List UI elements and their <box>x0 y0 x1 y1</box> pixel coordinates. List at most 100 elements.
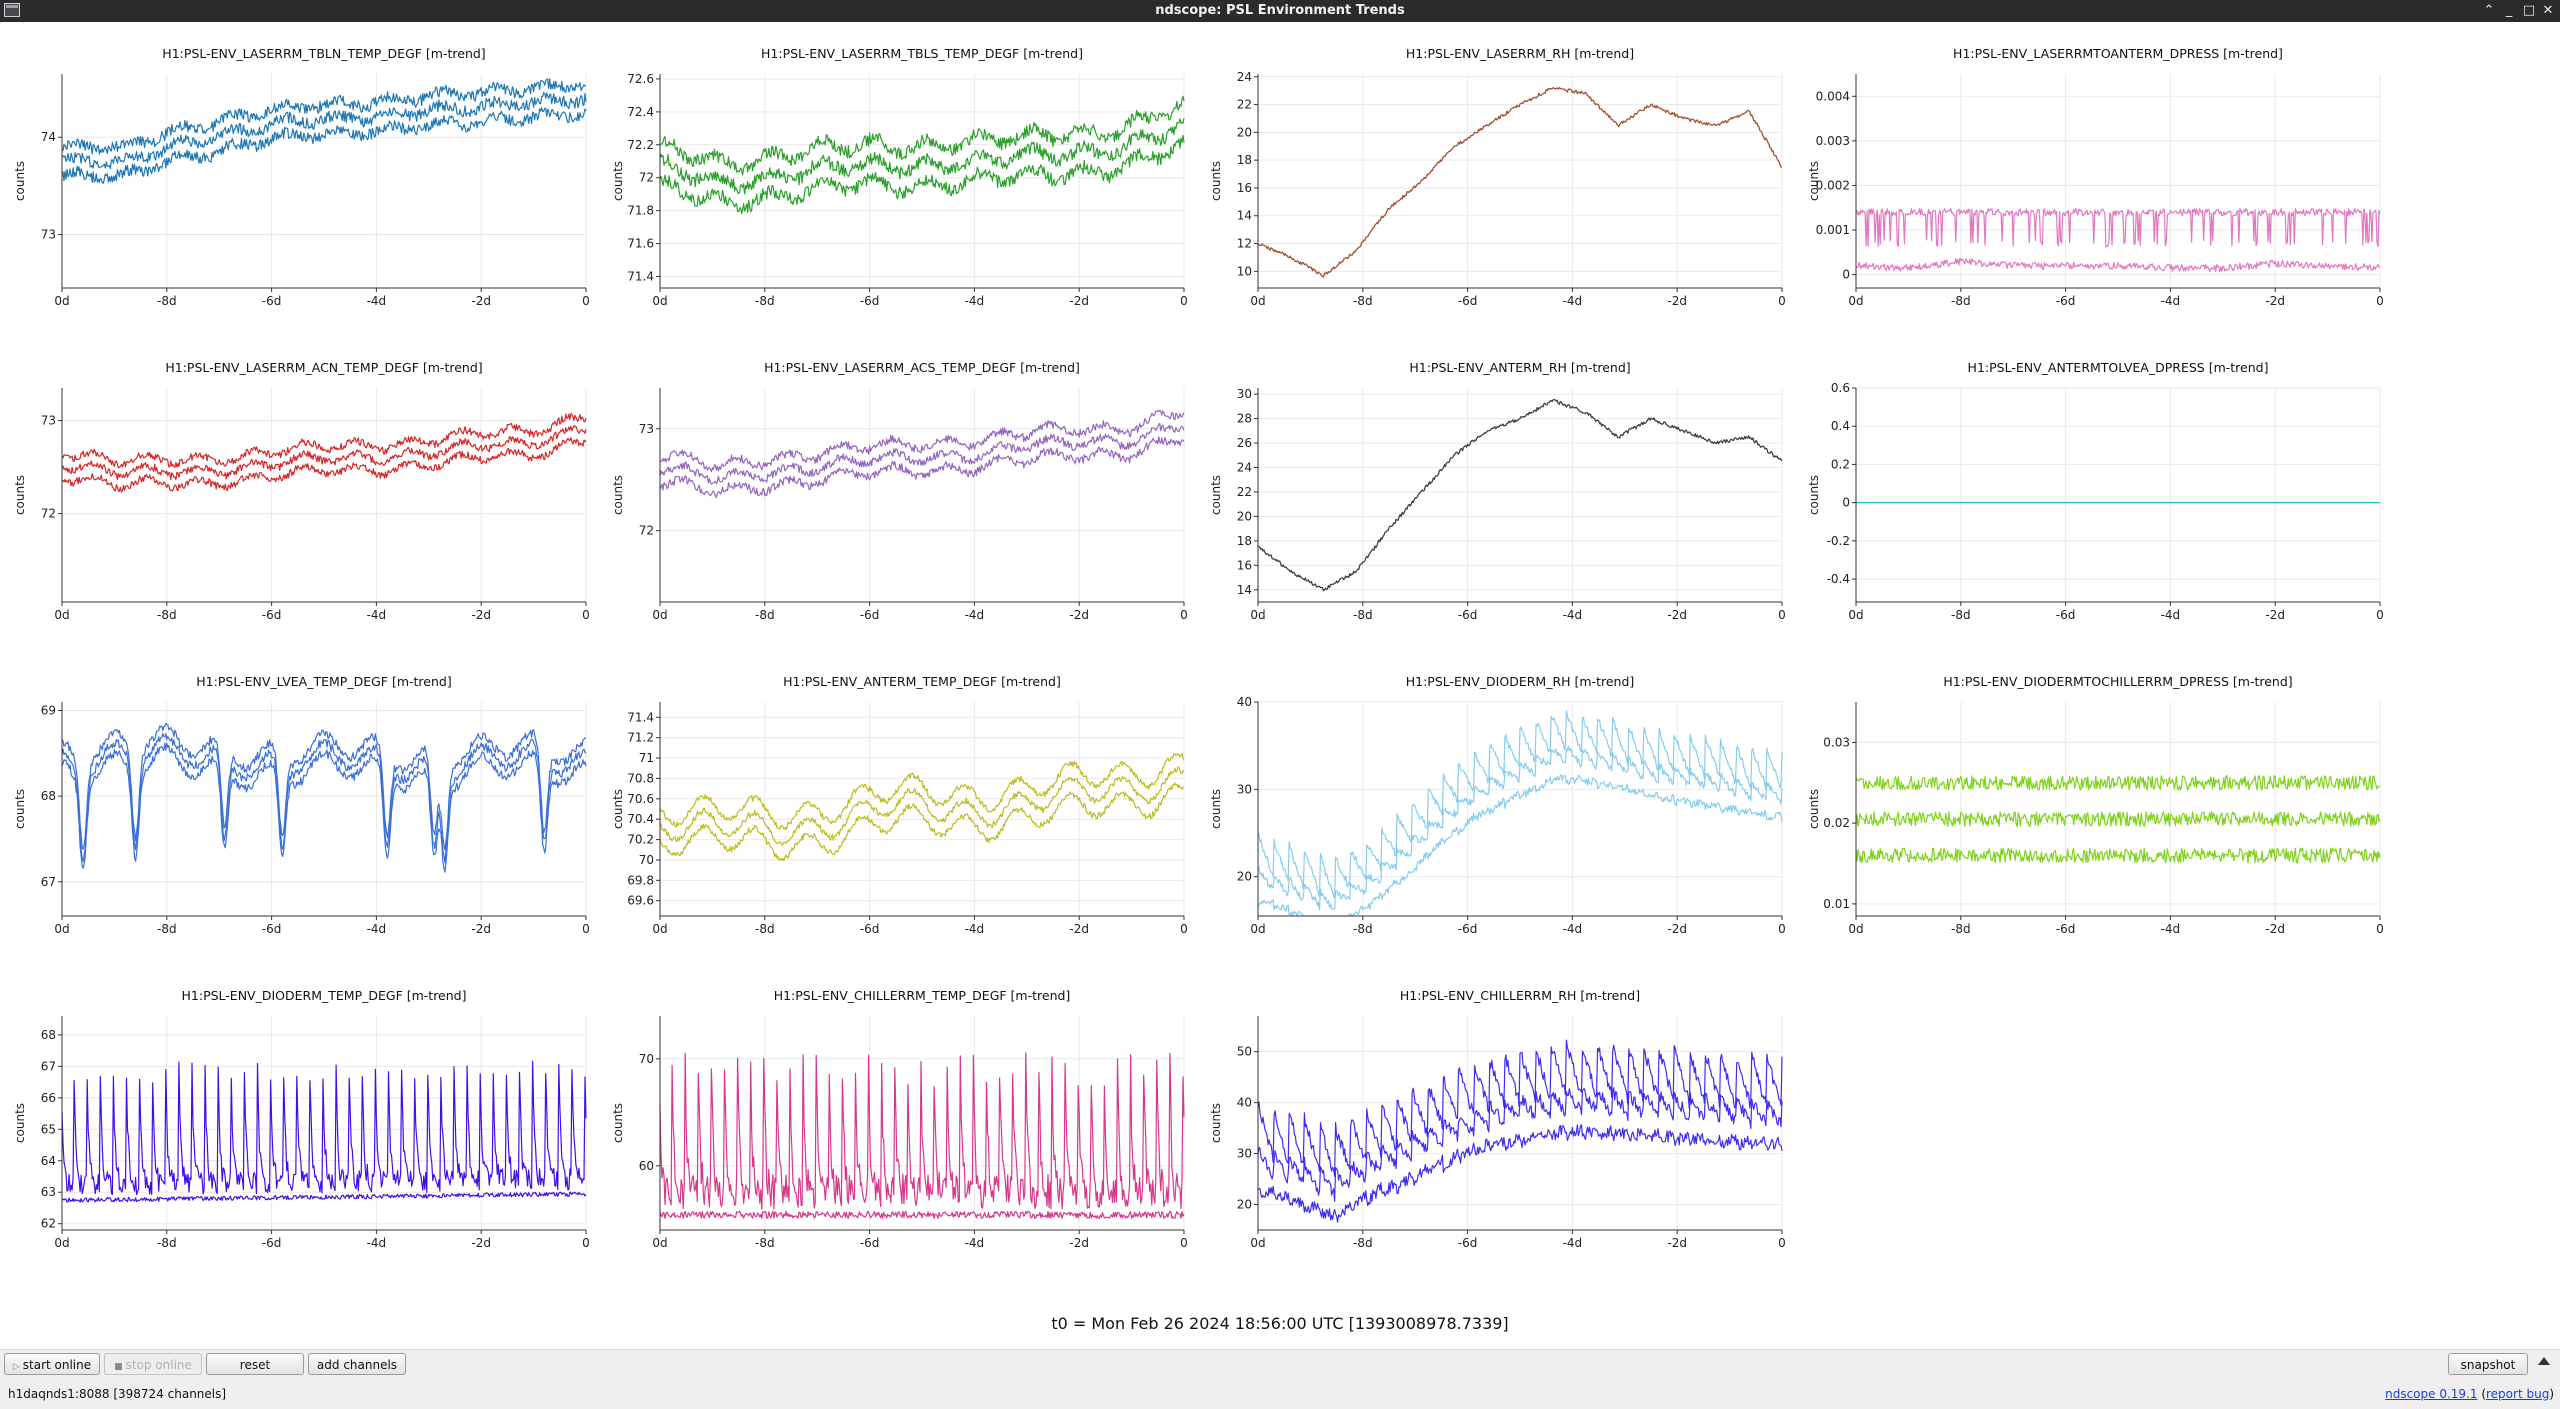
y-axis-label: counts <box>1807 475 1821 515</box>
plot-svg[interactable]: H1:PSL-ENV_LASERRM_TBLS_TEMP_DEGF [m-tre… <box>598 30 1196 344</box>
y-tick-label: 28 <box>1237 412 1252 426</box>
trend-plot-2[interactable]: H1:PSL-ENV_LASERRM_TBLS_TEMP_DEGF [m-tre… <box>598 30 1196 344</box>
plot-grid-lines <box>659 74 1185 288</box>
plot-grid-lines <box>1855 387 2381 602</box>
plot-svg[interactable]: H1:PSL-ENV_ANTERMTOLVEA_DPRESS [m-trend]… <box>1794 344 2392 658</box>
trend-data <box>659 1052 1185 1219</box>
trend-plot-8[interactable]: H1:PSL-ENV_ANTERMTOLVEA_DPRESS [m-trend]… <box>1794 344 2392 658</box>
x-tick-label: 0d <box>652 294 667 308</box>
start-online-button[interactable]: ▷ start online <box>4 1353 100 1375</box>
trend-data <box>1257 710 1783 917</box>
trend-data <box>61 722 587 873</box>
report-bug-link[interactable]: report bug <box>2486 1387 2550 1401</box>
plot-svg[interactable]: H1:PSL-ENV_LVEA_TEMP_DEGF [m-trend] 67 68 6… <box>0 658 598 972</box>
x-tick-label: -4d <box>965 1236 985 1250</box>
plot-axes <box>659 1016 1184 1231</box>
plot-svg[interactable]: H1:PSL-ENV_LASERRM_TBLN_TEMP_DEGF [m-tre… <box>0 30 598 344</box>
trend-plot-5[interactable]: H1:PSL-ENV_LASERRM_ACN_TEMP_DEGF [m-tren… <box>0 344 598 658</box>
y-tick-label: 20 <box>1237 125 1252 139</box>
y-tick-label: 71.4 <box>627 269 654 283</box>
y-tick-label: 20 <box>1237 1198 1252 1212</box>
reset-button[interactable]: reset <box>206 1353 304 1375</box>
trend-plot-6[interactable]: H1:PSL-ENV_LASERRM_ACS_TEMP_DEGF [m-tren… <box>598 344 1196 658</box>
x-tick-label: 0d <box>54 1236 69 1250</box>
x-tick-label: -2d <box>1069 608 1089 622</box>
y-axis-label: counts <box>611 1103 625 1143</box>
trend-series-line <box>659 752 1185 831</box>
y-tick-label: 68 <box>41 789 56 803</box>
plot-svg[interactable]: H1:PSL-ENV_LASERRM_RH [m-trend] 10 12 14 16 1… <box>1196 30 1794 344</box>
x-tick-label: -6d <box>262 1236 282 1250</box>
x-tick-label: 0d <box>1848 294 1863 308</box>
x-tick-label: 0 <box>2376 608 2384 622</box>
y-tick-label: 70.4 <box>627 812 654 826</box>
plot-svg[interactable]: H1:PSL-ENV_CHILLERRM_TEMP_DEGF [m-trend]… <box>598 972 1196 1286</box>
keep-above-icon[interactable]: ⌃ <box>2483 3 2495 18</box>
y-axis-label: counts <box>1209 475 1223 515</box>
plot-grid-lines <box>1257 388 1783 602</box>
minimize-button[interactable]: _ <box>2505 3 2513 18</box>
trend-plot-11[interactable]: H1:PSL-ENV_DIODERM_RH [m-trend] 20 30 40 0d -… <box>1196 658 1794 972</box>
trend-data <box>659 752 1185 862</box>
x-tick-label: 0 <box>582 608 590 622</box>
plot-grid[interactable]: H1:PSL-ENV_LASERRM_TBLN_TEMP_DEGF [m-tre… <box>0 22 2560 1322</box>
plot-svg[interactable]: H1:PSL-ENV_CHILLERRM_RH [m-trend] 20 30 40 5… <box>1196 972 1794 1286</box>
control-bar: ▷ start online ■ stop online reset add cha… <box>0 1349 2560 1380</box>
x-tick-label: -6d <box>262 922 282 936</box>
add-channels-button[interactable]: add channels <box>308 1353 406 1375</box>
trend-data <box>1257 1039 1783 1223</box>
x-tick-label: -6d <box>1458 922 1478 936</box>
plot-axes <box>1855 74 2380 289</box>
x-tick-label: -6d <box>860 294 880 308</box>
y-tick-label: 70.6 <box>627 792 654 806</box>
plot-svg[interactable]: H1:PSL-ENV_DIODERM_RH [m-trend] 20 30 40 0d -… <box>1196 658 1794 972</box>
y-tick-label: 12 <box>1237 237 1252 251</box>
x-tick-label: 0 <box>1180 294 1188 308</box>
x-tick-label: -8d <box>755 608 775 622</box>
plot-svg[interactable]: H1:PSL-ENV_ANTERM_TEMP_DEGF [m-trend] 69.… <box>598 658 1196 972</box>
y-axis-label: counts <box>1209 1103 1223 1143</box>
y-tick-label: 16 <box>1237 181 1252 195</box>
stop-online-button[interactable]: ■ stop online <box>104 1353 202 1375</box>
plot-axes <box>61 388 586 603</box>
trend-plot-13[interactable]: H1:PSL-ENV_DIODERM_TEMP_DEGF [m-trend] 62… <box>0 972 598 1286</box>
trend-series-line <box>659 766 1185 846</box>
trend-plot-9[interactable]: H1:PSL-ENV_LVEA_TEMP_DEGF [m-trend] 67 68 6… <box>0 658 598 972</box>
trend-plot-1[interactable]: H1:PSL-ENV_LASERRM_TBLN_TEMP_DEGF [m-tre… <box>0 30 598 344</box>
trend-plot-15[interactable]: H1:PSL-ENV_CHILLERRM_RH [m-trend] 20 30 40 5… <box>1196 972 1794 1286</box>
y-tick-label: 72.6 <box>627 72 654 86</box>
trend-plot-7[interactable]: H1:PSL-ENV_ANTERM_RH [m-trend] 14 16 18 20 22… <box>1196 344 1794 658</box>
plot-svg[interactable]: H1:PSL-ENV_DIODERMTOCHILLERRM_DPRESS [m-… <box>1794 658 2392 972</box>
y-axis-label: counts <box>13 789 27 829</box>
y-axis-label: counts <box>13 161 27 201</box>
trend-plot-14[interactable]: H1:PSL-ENV_CHILLERRM_TEMP_DEGF [m-trend]… <box>598 972 1196 1286</box>
version-link[interactable]: ndscope 0.19.1 <box>2385 1387 2478 1401</box>
y-tick-label: 70 <box>639 1052 654 1066</box>
plot-svg[interactable]: H1:PSL-ENV_LASERRM_ACS_TEMP_DEGF [m-tren… <box>598 344 1196 658</box>
plot-grid-lines <box>61 74 587 288</box>
plot-grid-lines <box>659 388 1185 602</box>
plot-svg[interactable]: H1:PSL-ENV_LASERRMTOANTERM_DPRESS [m-tre… <box>1794 30 2392 344</box>
x-tick-label: -8d <box>755 922 775 936</box>
trend-series-line <box>61 78 587 155</box>
y-tick-label: 67 <box>41 875 56 889</box>
trend-plot-10[interactable]: H1:PSL-ENV_ANTERM_TEMP_DEGF [m-trend] 69.… <box>598 658 1196 972</box>
plot-svg[interactable]: H1:PSL-ENV_DIODERM_TEMP_DEGF [m-trend] 62… <box>0 972 598 1286</box>
trend-plot-3[interactable]: H1:PSL-ENV_LASERRM_RH [m-trend] 10 12 14 16 1… <box>1196 30 1794 344</box>
app-window-icon[interactable] <box>4 3 20 17</box>
close-button[interactable]: ✕ <box>2542 3 2554 18</box>
x-tick-label: -6d <box>262 608 282 622</box>
trend-series-line <box>61 437 587 493</box>
start-online-label: start online <box>22 1358 92 1372</box>
maximize-button[interactable]: □ <box>2522 3 2536 18</box>
snapshot-button[interactable]: snapshot <box>2448 1353 2528 1375</box>
trend-plot-12[interactable]: H1:PSL-ENV_DIODERMTOCHILLERRM_DPRESS [m-… <box>1794 658 2392 972</box>
plot-svg[interactable]: H1:PSL-ENV_LASERRM_ACN_TEMP_DEGF [m-tren… <box>0 344 598 658</box>
plot-title: H1:PSL-ENV_CHILLERRM_TEMP_DEGF [m-trend] <box>774 988 1071 1003</box>
trend-data <box>659 409 1185 499</box>
plot-svg[interactable]: H1:PSL-ENV_ANTERM_RH [m-trend] 14 16 18 20 22… <box>1196 344 1794 658</box>
collapse-arrow-icon[interactable] <box>2538 1357 2550 1365</box>
x-tick-label: -2d <box>1069 294 1089 308</box>
plot-axes <box>1855 388 2380 603</box>
trend-plot-4[interactable]: H1:PSL-ENV_LASERRMTOANTERM_DPRESS [m-tre… <box>1794 30 2392 344</box>
